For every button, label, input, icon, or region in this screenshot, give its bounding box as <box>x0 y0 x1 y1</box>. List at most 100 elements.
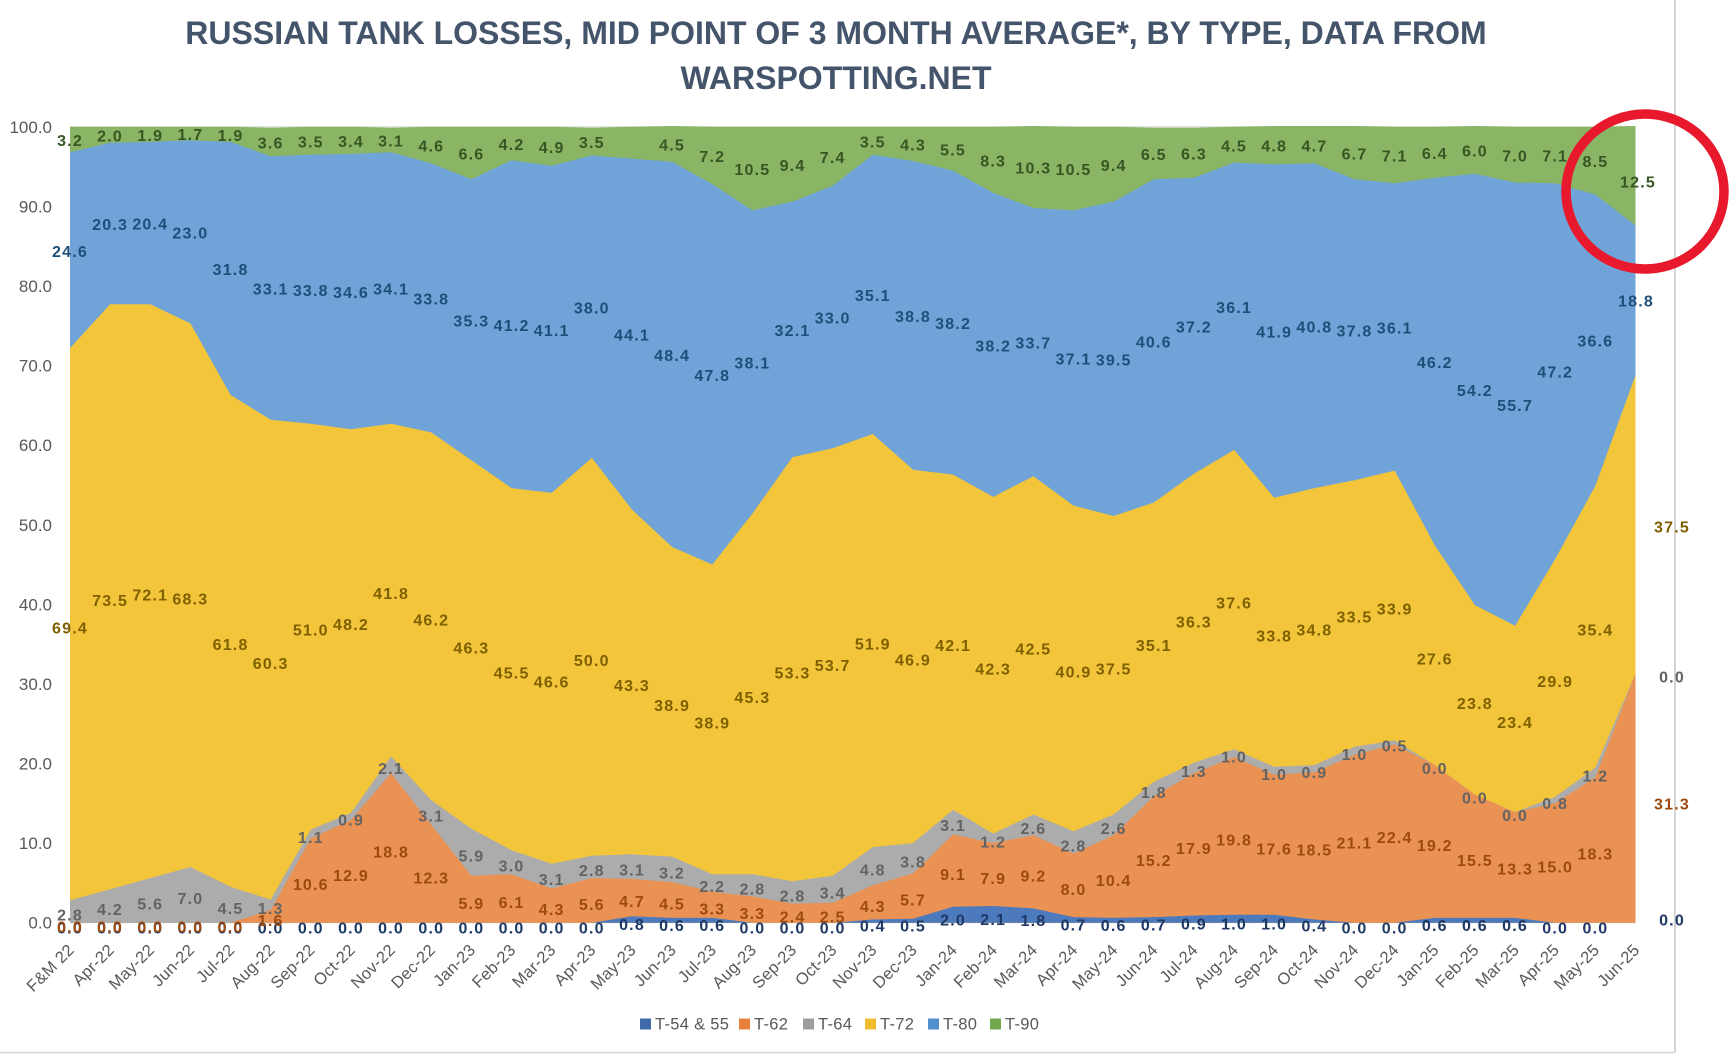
svg-text:46.2: 46.2 <box>1417 355 1453 372</box>
svg-text:0.7: 0.7 <box>1061 918 1087 935</box>
svg-text:3.0: 3.0 <box>499 858 525 875</box>
svg-text:5.9: 5.9 <box>458 896 484 913</box>
svg-text:0.0: 0.0 <box>28 914 52 933</box>
svg-text:0.0: 0.0 <box>579 920 605 937</box>
svg-text:24.6: 24.6 <box>52 244 88 261</box>
svg-text:2.8: 2.8 <box>1061 838 1087 855</box>
svg-text:68.3: 68.3 <box>172 591 208 608</box>
svg-text:0.5: 0.5 <box>900 918 926 935</box>
svg-text:40.0: 40.0 <box>19 595 52 614</box>
svg-text:0.0: 0.0 <box>97 919 123 936</box>
svg-text:38.1: 38.1 <box>734 356 770 373</box>
svg-text:41.8: 41.8 <box>373 586 409 603</box>
svg-text:37.8: 37.8 <box>1337 323 1373 340</box>
svg-text:46.6: 46.6 <box>534 675 570 692</box>
svg-text:20.3: 20.3 <box>92 217 128 234</box>
svg-text:46.2: 46.2 <box>413 612 449 629</box>
svg-text:36.6: 36.6 <box>1577 334 1613 351</box>
svg-text:2.8: 2.8 <box>739 881 765 898</box>
svg-text:43.3: 43.3 <box>614 678 650 695</box>
svg-text:3.1: 3.1 <box>378 134 404 151</box>
svg-text:RUSSIAN TANK LOSSES, MID POINT: RUSSIAN TANK LOSSES, MID POINT OF 3 MONT… <box>185 15 1486 51</box>
svg-text:23.0: 23.0 <box>172 226 208 243</box>
svg-text:34.6: 34.6 <box>333 285 369 302</box>
svg-text:0.0: 0.0 <box>97 920 123 937</box>
svg-text:4.9: 4.9 <box>539 140 565 157</box>
svg-text:38.9: 38.9 <box>654 698 690 715</box>
svg-text:35.4: 35.4 <box>1577 623 1613 640</box>
svg-text:38.8: 38.8 <box>895 309 931 326</box>
svg-text:41.1: 41.1 <box>534 323 570 340</box>
svg-text:70.0: 70.0 <box>19 357 52 376</box>
svg-text:22.4: 22.4 <box>1377 830 1413 847</box>
svg-text:4.5: 4.5 <box>218 901 244 918</box>
svg-text:33.8: 33.8 <box>413 292 449 309</box>
svg-text:5.7: 5.7 <box>900 893 926 910</box>
svg-text:4.8: 4.8 <box>860 862 886 879</box>
svg-text:2.0: 2.0 <box>97 128 123 145</box>
svg-text:0.6: 0.6 <box>699 918 725 935</box>
svg-text:19.2: 19.2 <box>1417 838 1453 855</box>
svg-text:0.4: 0.4 <box>860 919 886 936</box>
svg-text:0.0: 0.0 <box>137 919 163 936</box>
svg-text:T-90: T-90 <box>1005 1016 1039 1034</box>
svg-text:13.3: 13.3 <box>1497 862 1533 879</box>
svg-text:10.5: 10.5 <box>1056 162 1092 179</box>
svg-text:7.4: 7.4 <box>820 150 846 167</box>
svg-text:1.0: 1.0 <box>1261 916 1287 933</box>
svg-text:41.9: 41.9 <box>1256 325 1292 342</box>
svg-text:0.0: 0.0 <box>137 920 163 937</box>
svg-text:35.1: 35.1 <box>855 288 891 305</box>
svg-text:0.6: 0.6 <box>1101 918 1127 935</box>
svg-text:53.7: 53.7 <box>815 658 851 675</box>
svg-text:4.5: 4.5 <box>1221 138 1247 155</box>
svg-text:4.5: 4.5 <box>659 138 685 155</box>
svg-text:0.0: 0.0 <box>499 920 525 937</box>
svg-text:1.3: 1.3 <box>258 901 284 918</box>
svg-text:0.0: 0.0 <box>539 920 565 937</box>
svg-text:3.4: 3.4 <box>338 134 364 151</box>
svg-text:5.6: 5.6 <box>137 897 163 914</box>
svg-text:2.2: 2.2 <box>699 879 725 896</box>
svg-text:0.0: 0.0 <box>418 920 444 937</box>
svg-text:3.2: 3.2 <box>659 866 685 883</box>
svg-text:0.6: 0.6 <box>1422 918 1448 935</box>
svg-text:2.1: 2.1 <box>980 912 1006 929</box>
svg-text:39.5: 39.5 <box>1096 352 1132 369</box>
svg-text:5.6: 5.6 <box>579 897 605 914</box>
svg-text:33.8: 33.8 <box>1256 628 1292 645</box>
svg-text:3.3: 3.3 <box>699 901 725 918</box>
svg-text:41.2: 41.2 <box>494 318 530 335</box>
svg-text:1.8: 1.8 <box>1141 785 1167 802</box>
svg-text:51.0: 51.0 <box>293 623 329 640</box>
svg-text:1.2: 1.2 <box>1582 768 1608 785</box>
svg-text:0.6: 0.6 <box>1462 918 1488 935</box>
svg-text:61.8: 61.8 <box>213 637 249 654</box>
svg-text:0.0: 0.0 <box>57 920 83 937</box>
svg-text:51.9: 51.9 <box>855 637 891 654</box>
svg-text:33.5: 33.5 <box>1337 610 1373 627</box>
svg-text:34.1: 34.1 <box>373 282 409 299</box>
svg-text:0.6: 0.6 <box>1502 918 1528 935</box>
svg-text:9.4: 9.4 <box>780 158 806 175</box>
svg-text:1.9: 1.9 <box>137 128 163 145</box>
svg-text:2.8: 2.8 <box>579 863 605 880</box>
svg-text:3.5: 3.5 <box>860 134 886 151</box>
svg-text:0.4: 0.4 <box>1301 919 1327 936</box>
svg-text:60.3: 60.3 <box>253 656 289 673</box>
svg-text:4.5: 4.5 <box>659 897 685 914</box>
svg-text:0.0: 0.0 <box>1502 808 1528 825</box>
svg-text:33.1: 33.1 <box>253 282 289 299</box>
svg-text:4.3: 4.3 <box>860 899 886 916</box>
svg-text:9.4: 9.4 <box>1101 158 1127 175</box>
svg-text:3.5: 3.5 <box>298 134 324 151</box>
svg-text:38.2: 38.2 <box>975 339 1011 356</box>
svg-text:27.6: 27.6 <box>1417 651 1453 668</box>
svg-text:2.0: 2.0 <box>940 912 966 929</box>
svg-text:4.3: 4.3 <box>539 902 565 919</box>
svg-text:8.5: 8.5 <box>1582 154 1608 171</box>
svg-text:15.5: 15.5 <box>1457 853 1493 870</box>
svg-text:0.0: 0.0 <box>258 920 284 937</box>
svg-text:0.0: 0.0 <box>177 919 203 936</box>
svg-text:12.5: 12.5 <box>1620 175 1656 192</box>
